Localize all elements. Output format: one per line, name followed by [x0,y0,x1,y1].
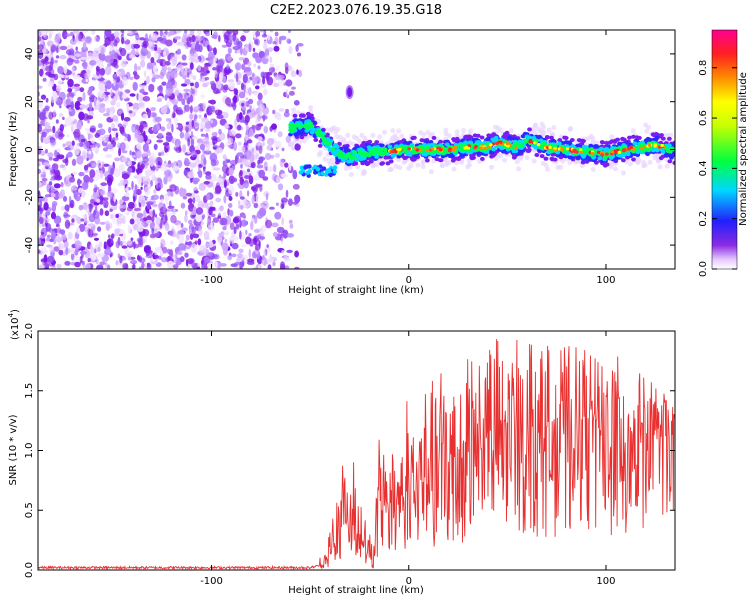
x-tick-label: 0 [406,576,412,587]
snr-y-axis-label: SNR (10 * v/v) [8,414,19,485]
spectrogram-panel: -100 0 100 -40 -20 0 20 40 Height of straight … [8,29,676,296]
snr-content [38,339,675,570]
x-tick-label: 0 [406,275,412,286]
y-tick-label: 1.5 [24,383,35,399]
snr-x-axis-label: Height of straight line (km) [288,585,424,596]
spectrogram-x-axis-label: Height of straight line (km) [288,285,424,296]
colorbar-tick-label: 0.2 [698,211,709,227]
colorbar-gradient [711,29,738,270]
colorbar-tick-label: 0.0 [698,261,709,277]
y-tick-label: 2.0 [24,323,35,339]
colorbar-label: Normalized spectral amplitude [738,72,749,226]
y-tick-label: 1.0 [24,443,35,459]
spectrogram-y-axis-label: Frequency (Hz) [8,111,19,187]
ridge-band [288,105,675,178]
y-tick-label: -40 [24,237,35,253]
noise-speckles [38,30,304,269]
snr-y-ticks: 0.0 0.5 1.0 1.5 2.0 [24,323,675,578]
spectrogram-content [38,30,675,269]
y-tick-label: 0.5 [24,502,35,518]
y-tick-label: 20 [24,95,35,108]
spectrogram-y-ticks: -40 -20 0 20 40 [24,48,675,253]
y-tick-label: 0.0 [24,562,35,578]
snr-series-line [38,339,675,570]
x-tick-label: 100 [596,576,615,587]
snr-panel: -100 0 100 0.0 0.5 1.0 1.5 2.0 Height of strai… [7,309,676,596]
colorbar: 0.0 0.2 0.4 0.6 0.8 Normalized spectral ampl… [698,29,749,277]
x-tick-label: 100 [596,275,615,286]
y-tick-label: -20 [24,189,35,205]
x-tick-label: -100 [200,576,223,587]
chart-title: C2E2.2023.076.19.35.G18 [270,3,442,18]
y-tick-label: 0 [24,146,35,152]
colorbar-ticks: 0.0 0.2 0.4 0.6 0.8 [698,60,737,277]
snr-y-multiplier: (x104) [7,309,21,340]
colorbar-tick-label: 0.4 [698,160,709,176]
spectrogram-x-ticks: -100 0 100 [200,30,616,286]
colorbar-tick-label: 0.6 [698,110,709,126]
colorbar-tick-label: 0.8 [698,60,709,76]
x-tick-label: -100 [200,275,223,286]
y-tick-label: 40 [24,48,35,61]
snr-x-ticks: -100 0 100 [200,331,616,587]
